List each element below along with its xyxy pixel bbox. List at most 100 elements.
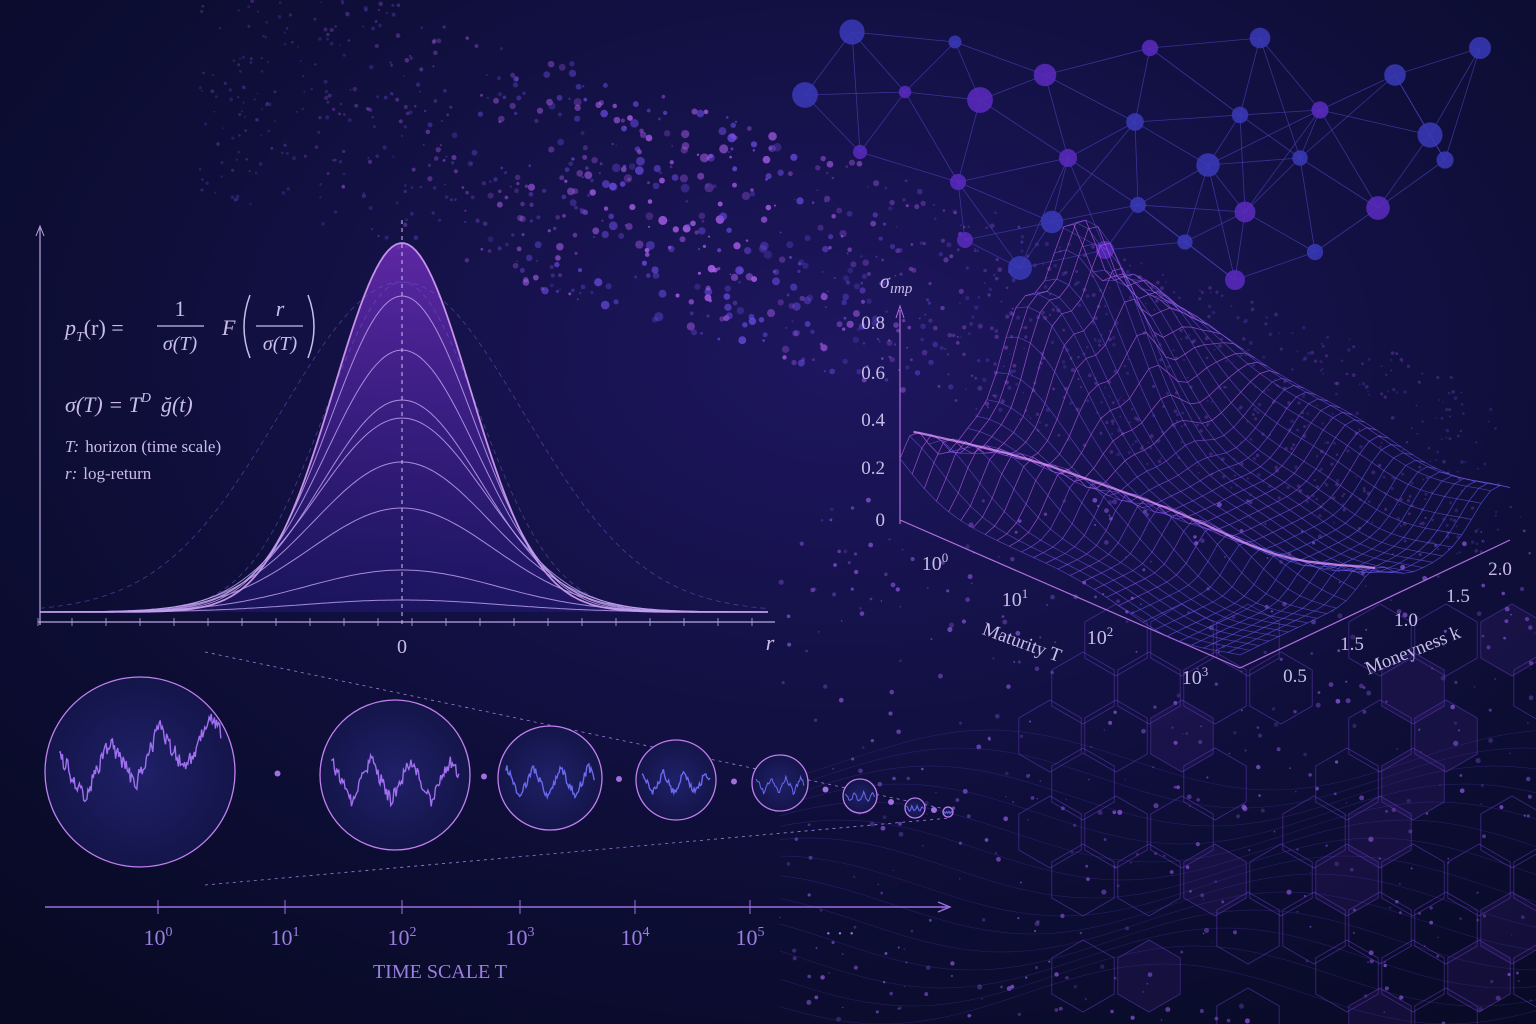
particle bbox=[1025, 976, 1028, 979]
particle bbox=[342, 149, 346, 154]
network-edge bbox=[1394, 47, 1481, 76]
particle bbox=[735, 266, 744, 275]
particle bbox=[965, 597, 970, 603]
network-edge bbox=[804, 91, 906, 96]
particle bbox=[1119, 396, 1122, 399]
particle bbox=[1441, 1021, 1446, 1024]
particle bbox=[875, 1010, 879, 1014]
particle bbox=[1146, 463, 1149, 466]
definition-text: horizon (time scale) bbox=[85, 437, 221, 456]
particle bbox=[924, 313, 926, 316]
particle bbox=[496, 201, 503, 208]
particle bbox=[1107, 380, 1112, 385]
particle bbox=[338, 112, 341, 116]
particle bbox=[575, 83, 582, 90]
particle bbox=[1246, 420, 1249, 423]
particle bbox=[204, 122, 208, 126]
particle bbox=[1309, 871, 1311, 874]
particle bbox=[852, 875, 856, 879]
particle bbox=[1434, 543, 1438, 547]
particle bbox=[1053, 263, 1058, 268]
particle bbox=[1319, 359, 1323, 364]
particle bbox=[983, 268, 987, 273]
particle bbox=[1410, 867, 1413, 870]
particle bbox=[1477, 528, 1480, 531]
particle bbox=[296, 46, 299, 48]
particle bbox=[1290, 446, 1294, 451]
particle bbox=[1021, 326, 1024, 329]
particle bbox=[413, 235, 419, 241]
particle bbox=[928, 918, 932, 922]
particle bbox=[820, 293, 828, 301]
particle bbox=[1000, 300, 1003, 303]
particle bbox=[1214, 880, 1218, 884]
particle bbox=[745, 239, 749, 242]
network-edge bbox=[804, 31, 853, 96]
particle bbox=[850, 261, 857, 268]
particle bbox=[719, 212, 728, 221]
particle bbox=[1310, 350, 1315, 355]
particle bbox=[1146, 982, 1149, 985]
particle bbox=[1526, 814, 1530, 818]
particle bbox=[200, 89, 204, 93]
particle bbox=[1003, 816, 1009, 822]
particle bbox=[653, 164, 661, 173]
particle bbox=[1436, 642, 1440, 645]
particle bbox=[1149, 434, 1154, 439]
network-node bbox=[1311, 101, 1329, 119]
particle bbox=[1173, 291, 1176, 294]
network-edge bbox=[904, 91, 959, 183]
particle bbox=[824, 305, 827, 309]
particle bbox=[645, 273, 651, 278]
particle bbox=[1534, 632, 1536, 634]
tick-exponent: 0 bbox=[942, 550, 949, 565]
particle bbox=[521, 233, 525, 237]
particle bbox=[1103, 729, 1106, 731]
particle bbox=[1447, 391, 1451, 395]
particle bbox=[1399, 995, 1404, 1000]
particle bbox=[326, 100, 330, 104]
particle bbox=[966, 814, 971, 819]
particle bbox=[983, 282, 986, 284]
particle bbox=[822, 245, 829, 253]
particle bbox=[404, 218, 408, 222]
particle bbox=[332, 159, 335, 162]
particle bbox=[1483, 462, 1487, 466]
particle bbox=[239, 70, 242, 73]
particle bbox=[1425, 812, 1429, 815]
particle bbox=[1165, 1007, 1171, 1013]
particle bbox=[522, 279, 530, 286]
particle bbox=[569, 199, 577, 207]
surface-mesh bbox=[1191, 475, 1462, 646]
network-edge bbox=[1067, 121, 1136, 159]
particle bbox=[1122, 399, 1125, 402]
particle bbox=[310, 87, 313, 91]
particle bbox=[701, 219, 705, 223]
particle bbox=[512, 262, 519, 269]
particle bbox=[1108, 337, 1112, 342]
network-edge bbox=[804, 94, 861, 153]
particle bbox=[1139, 447, 1143, 450]
network-edge bbox=[1377, 159, 1446, 209]
network-node bbox=[1249, 27, 1271, 49]
particle bbox=[318, 116, 322, 120]
particle bbox=[498, 189, 502, 194]
network-node bbox=[1436, 151, 1454, 169]
particle bbox=[1270, 610, 1274, 613]
particle bbox=[910, 556, 915, 562]
network-node bbox=[1058, 148, 1078, 168]
particle bbox=[965, 388, 967, 390]
particle bbox=[1297, 401, 1301, 405]
particle bbox=[1172, 349, 1175, 352]
particle bbox=[1173, 785, 1177, 789]
particle bbox=[1181, 425, 1184, 428]
price-path bbox=[906, 804, 924, 812]
particle bbox=[228, 88, 233, 92]
particle bbox=[1241, 337, 1246, 341]
particle bbox=[465, 190, 469, 195]
particle bbox=[205, 181, 209, 185]
particle bbox=[1180, 441, 1183, 444]
particle bbox=[741, 191, 751, 201]
particle bbox=[1385, 700, 1388, 703]
particle bbox=[254, 171, 258, 175]
